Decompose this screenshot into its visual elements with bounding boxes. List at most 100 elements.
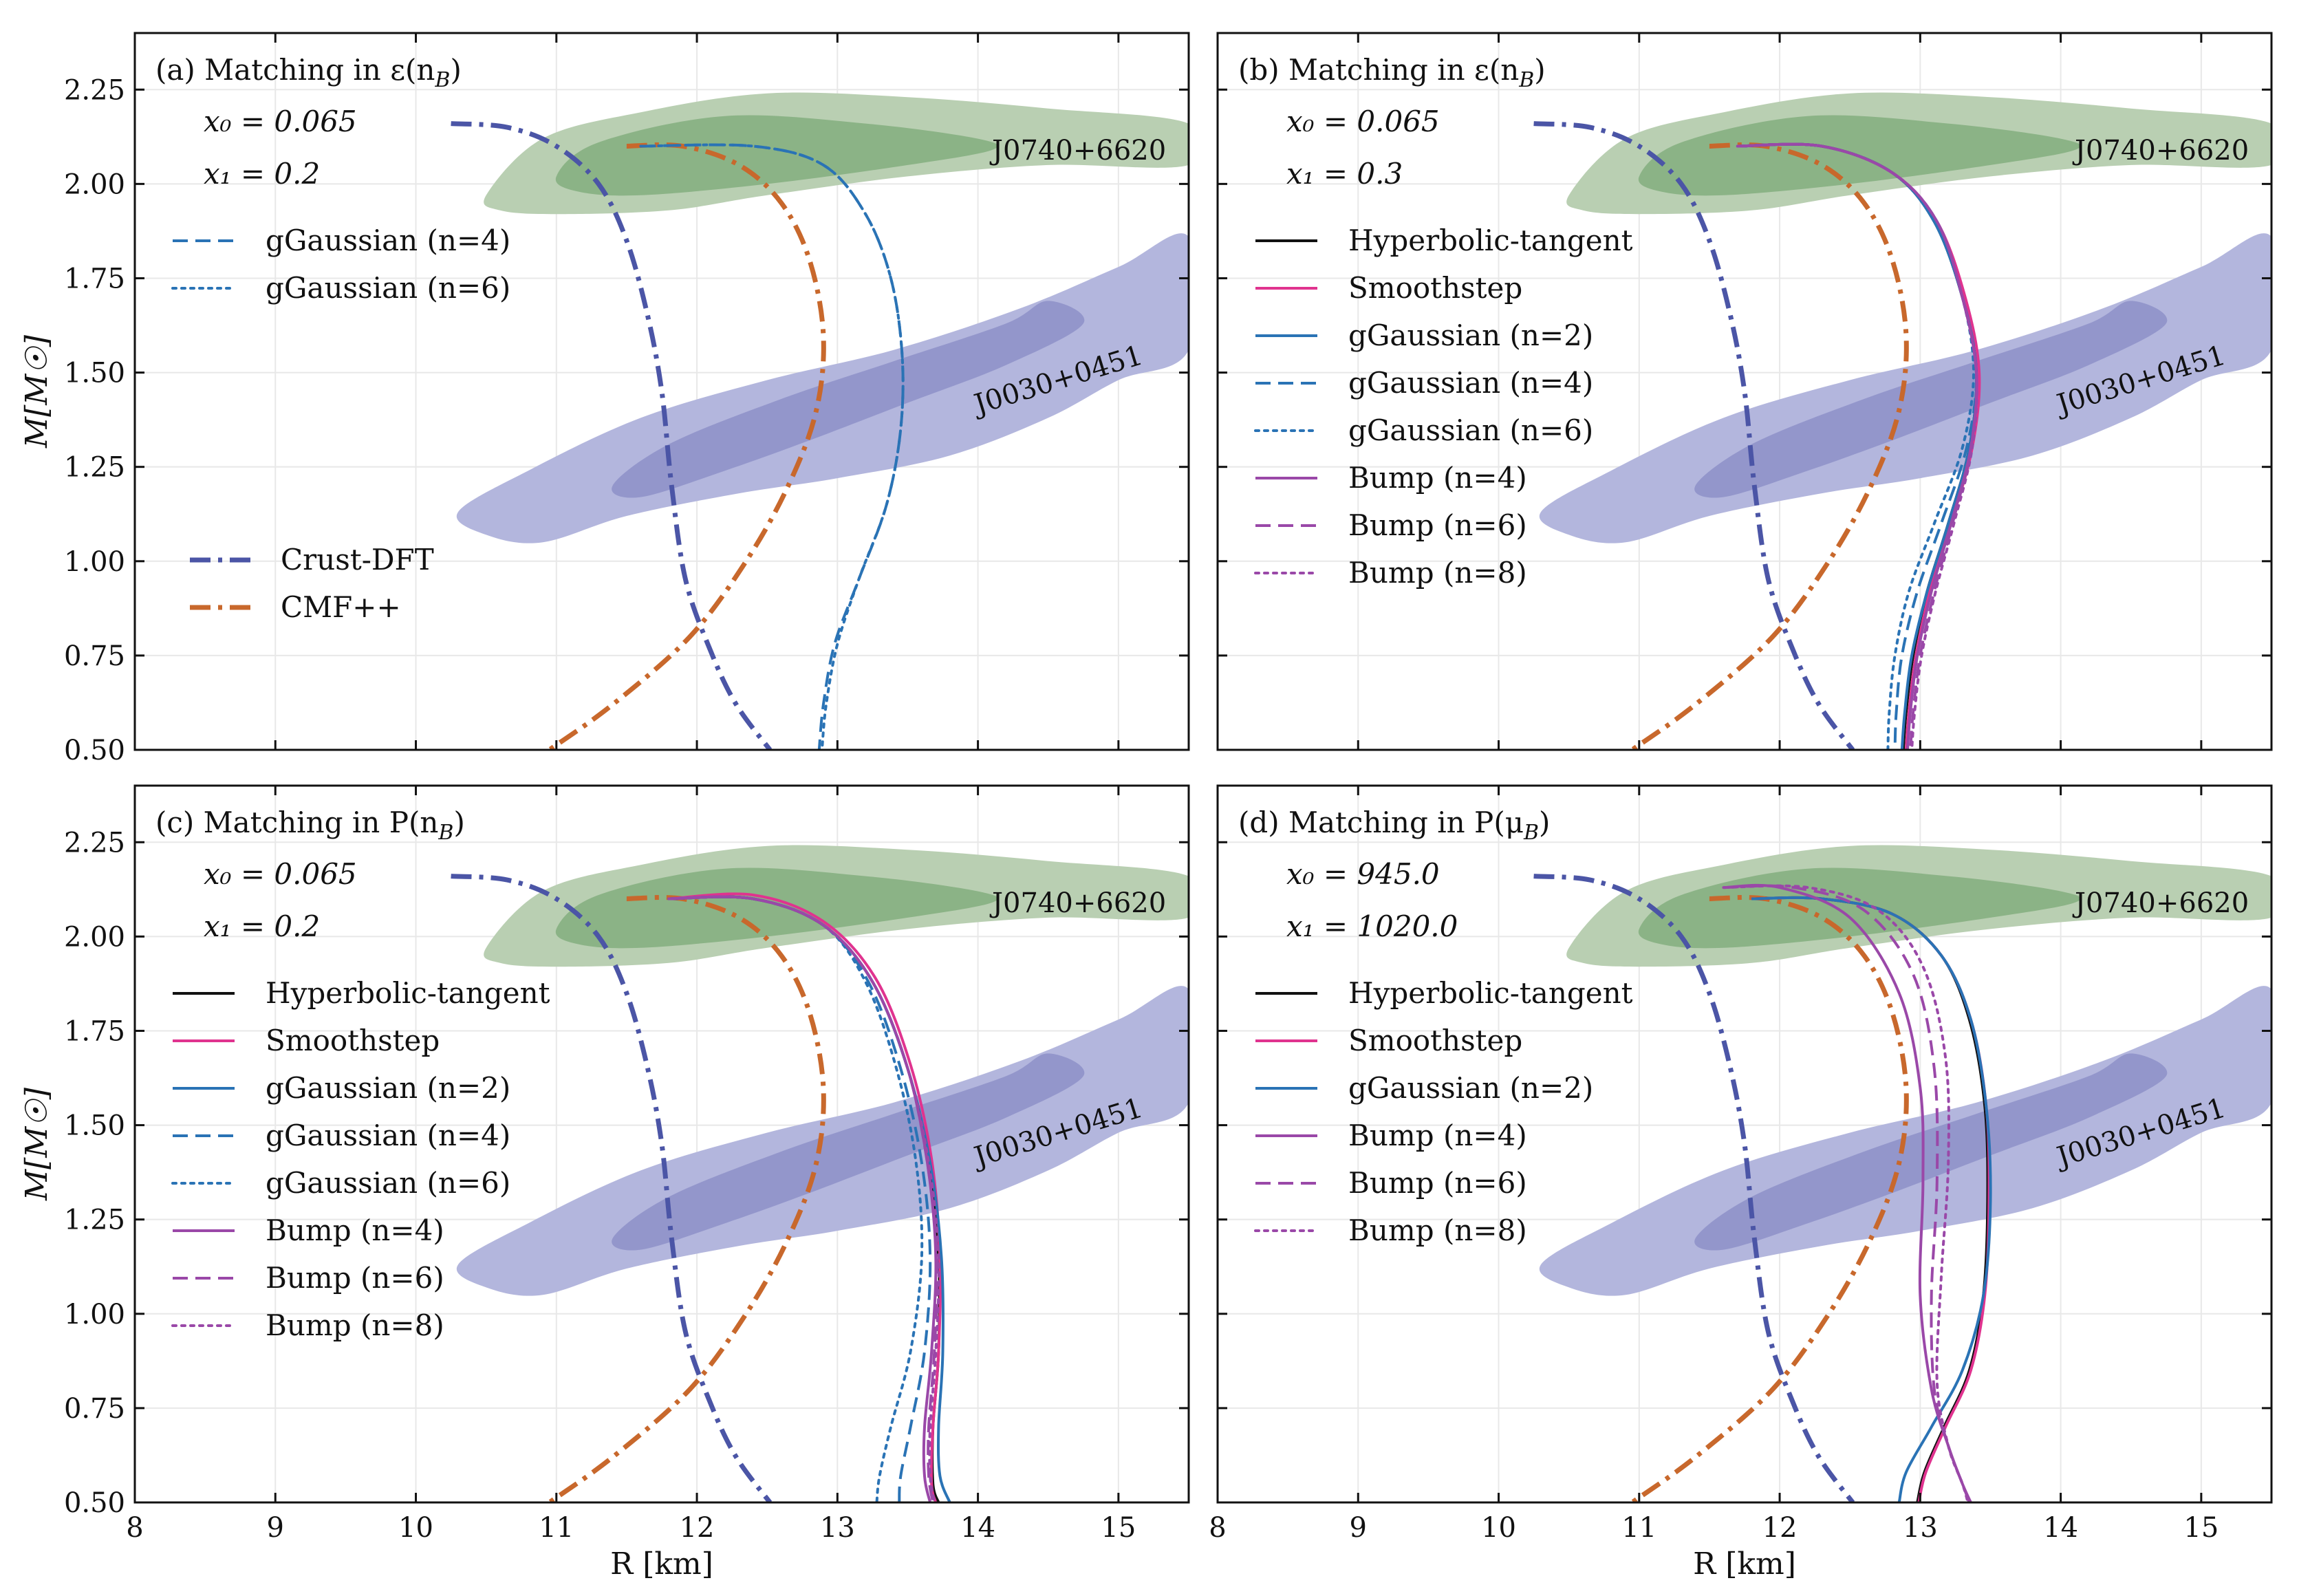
y-axis-label: M[M☉] [19, 334, 54, 449]
axes-frame [1216, 784, 2273, 1504]
x-tick-label: 12 [680, 1512, 715, 1544]
x-tick-label: 13 [820, 1512, 855, 1544]
series-ggaussian-n-6 [1736, 142, 1975, 750]
series-bump-n-8 [667, 895, 940, 1502]
y-tick-label: 2.25 [64, 74, 125, 106]
j0740-label: J0740+6620 [989, 135, 1166, 166]
y-tick-label: 2.00 [64, 921, 125, 953]
series-crust-dft [1533, 874, 1855, 1502]
series-crust-dft [451, 874, 773, 1502]
legend-label: gGaussian (n=4) [266, 224, 510, 257]
panel-title: (c) Matching in P(nB) [155, 806, 465, 845]
y-tick-label: 1.00 [64, 1299, 125, 1330]
x-tick-label: 10 [398, 1512, 433, 1544]
x-tick-label: 9 [267, 1512, 284, 1544]
legend-label: CMF++ [281, 590, 401, 624]
panel-title: (b) Matching in ε(nB) [1238, 53, 1546, 92]
axes-frame [1216, 32, 2273, 751]
axes-frame [133, 784, 1190, 1504]
panel-title-tail: ) [453, 806, 464, 839]
series-cmf [548, 895, 826, 1502]
x-tick-label: 15 [1101, 1512, 1136, 1544]
x-tick-label: 11 [539, 1512, 574, 1544]
y-tick-label: 1.00 [64, 546, 125, 578]
legend-label: gGaussian (n=2) [1348, 319, 1593, 352]
curves [451, 874, 951, 1502]
panel-title-subscript: B [1518, 68, 1534, 92]
x1-label: x₁ = 0.3 [1286, 157, 1403, 191]
y-axis-label: M[M☉] [19, 1087, 54, 1201]
ticks [133, 786, 1189, 1504]
series-bump-n-6 [1723, 884, 1971, 1502]
y-tick-label: 0.50 [64, 735, 125, 766]
legend: gGaussian (n=4) gGaussian (n=6) [171, 224, 510, 305]
legend-label: Bump (n=8) [1348, 1214, 1527, 1247]
legend-label: Crust-DFT [281, 543, 434, 576]
series-ggaussian-n-2 [1751, 896, 1992, 1502]
legend: Hyperbolic-tangent Smoothstep gGaussian (n… [1254, 976, 1633, 1247]
legend-label: Bump (n=4) [1348, 1119, 1527, 1152]
legend-label: Smoothstep [266, 1024, 440, 1057]
ticks [133, 33, 1189, 751]
legend-label: Hyperbolic-tangent [1348, 976, 1633, 1010]
panel-title-subscript: B [438, 821, 453, 845]
y-tick-label: 1.25 [64, 1205, 125, 1236]
panel-title: (a) Matching in ε(nB) [155, 53, 462, 92]
series-bump-n-8 [1722, 884, 1969, 1502]
j0030-inner-region [612, 301, 1085, 498]
ticks [1216, 33, 2271, 751]
x-tick-label: 12 [1762, 1512, 1798, 1544]
x0-label: x₀ = 945.0 [1286, 857, 1440, 891]
legend-label: Smoothstep [1348, 1024, 1522, 1057]
legend-label: Bump (n=4) [1348, 461, 1527, 495]
y-tick-label: 1.75 [64, 1015, 125, 1047]
x0-label: x₀ = 0.065 [204, 105, 357, 138]
x-tick-label: 13 [1903, 1512, 1938, 1544]
series-cmf [1630, 895, 1909, 1502]
x1-label: x₁ = 0.2 [204, 157, 320, 191]
y-tick-label: 1.50 [64, 1110, 125, 1142]
x1-label: x₁ = 0.2 [204, 909, 320, 943]
legend: Hyperbolic-tangent Smoothstep gGaussian (n… [1254, 224, 1633, 590]
legend-label: gGaussian (n=2) [266, 1071, 510, 1105]
legend-label: gGaussian (n=6) [266, 271, 510, 305]
legend-label: Bump (n=4) [266, 1214, 444, 1247]
legend-label: Smoothstep [1348, 271, 1522, 305]
panel-a: J0740+6620J0030+04510.500.751.001.251.50… [19, 32, 1190, 766]
y-tick-label: 0.75 [64, 1393, 125, 1425]
panel-title-tail: ) [450, 53, 461, 87]
legend-label: Bump (n=6) [266, 1261, 444, 1295]
legend-label: Bump (n=6) [1348, 1166, 1527, 1200]
legend-label: gGaussian (n=4) [1348, 366, 1593, 400]
series-crust-dft [1533, 121, 1855, 750]
j0740-label: J0740+6620 [2072, 887, 2249, 919]
panel-title-tail: ) [1539, 806, 1550, 839]
legend-label: Hyperbolic-tangent [1348, 224, 1633, 257]
y-tick-label: 1.75 [64, 263, 125, 294]
y-tick-label: 2.00 [64, 169, 125, 200]
panel-title-tail: ) [1534, 53, 1545, 87]
legend: Crust-DFT CMF++ [190, 543, 434, 624]
series-cmf [548, 142, 826, 750]
x-tick-label: 14 [2043, 1512, 2078, 1544]
legend-label: Bump (n=8) [1348, 556, 1527, 590]
series-ggaussian-n-6 [639, 143, 905, 750]
j0740-label: J0740+6620 [2072, 135, 2249, 166]
j0030-inner-region [1694, 1053, 2168, 1251]
ticks [1216, 786, 2271, 1504]
y-tick-label: 0.50 [64, 1487, 125, 1519]
j0740-inner-region [555, 867, 999, 949]
legend-label: Hyperbolic-tangent [266, 976, 550, 1010]
curves [1533, 874, 1992, 1502]
series-bump-n-8 [1736, 142, 1978, 750]
j0740-label: J0740+6620 [989, 887, 1166, 919]
series-cmf [1630, 142, 1909, 750]
x1-label: x₁ = 1020.0 [1286, 909, 1458, 943]
legend: Hyperbolic-tangent Smoothstep gGaussian (n… [171, 976, 550, 1342]
legend-label: gGaussian (n=4) [266, 1119, 510, 1152]
series-ggaussian-n-6 [667, 895, 924, 1502]
legend-label: Bump (n=6) [1348, 508, 1527, 542]
x-tick-label: 9 [1350, 1512, 1367, 1544]
